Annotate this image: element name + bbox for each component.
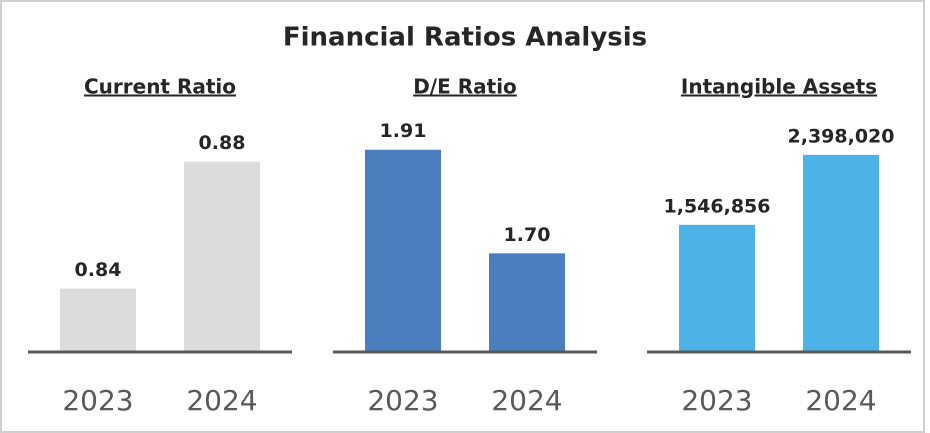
value-label: 1.70 <box>504 224 551 246</box>
value-label: 1.91 <box>380 120 427 142</box>
bar <box>184 161 260 352</box>
bar <box>60 288 136 352</box>
bar <box>489 253 565 352</box>
main-title: Financial Ratios Analysis <box>283 23 647 53</box>
chart-title: Current Ratio <box>84 75 236 99</box>
bar <box>365 149 441 352</box>
value-label: 1,546,856 <box>664 195 771 217</box>
x-tick-label: 2024 <box>186 384 257 417</box>
chart-title: D/E Ratio <box>413 75 517 99</box>
x-tick-label: 2023 <box>62 384 133 417</box>
chart-title: Intangible Assets <box>681 75 877 99</box>
value-label: 0.88 <box>199 132 246 154</box>
x-tick-label: 2024 <box>491 384 562 417</box>
x-tick-label: 2023 <box>367 384 438 417</box>
bar <box>679 224 755 352</box>
value-label: 0.84 <box>75 259 122 281</box>
x-tick-label: 2023 <box>681 384 752 417</box>
bar <box>803 154 879 352</box>
value-label: 2,398,020 <box>788 125 895 147</box>
x-tick-label: 2024 <box>805 384 876 417</box>
